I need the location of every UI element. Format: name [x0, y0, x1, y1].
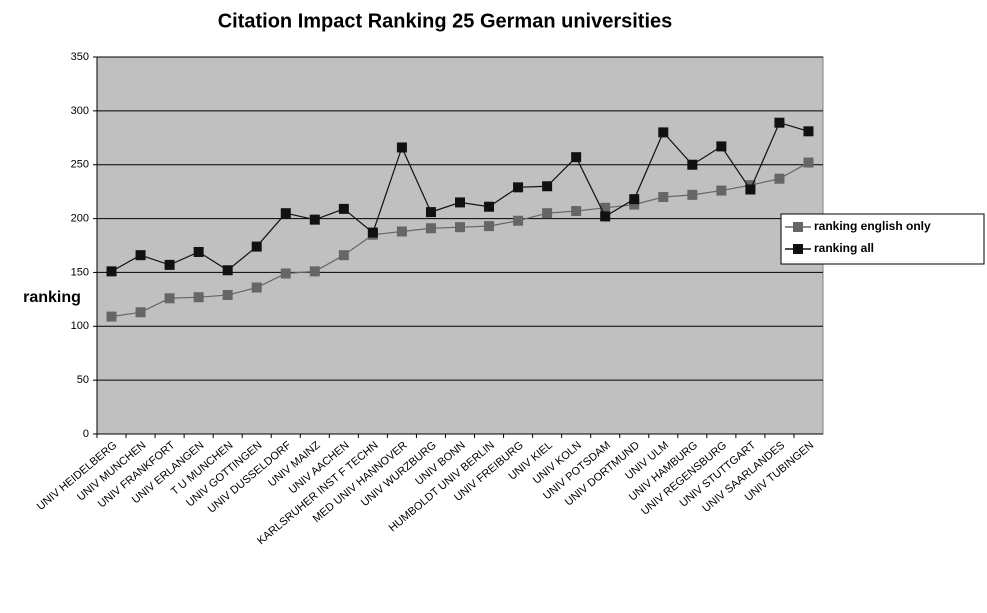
marker: [484, 201, 495, 212]
marker: [135, 307, 146, 318]
marker: [367, 227, 378, 238]
marker: [571, 152, 582, 163]
marker: [658, 192, 669, 203]
legend-box: [780, 213, 985, 265]
chart-title: Citation Impact Ranking 25 German univer…: [218, 10, 673, 32]
marker: [135, 250, 146, 261]
marker: [251, 241, 262, 252]
marker: [455, 197, 465, 208]
marker: [106, 311, 117, 322]
legend-marker: [793, 222, 803, 232]
marker: [542, 181, 553, 192]
marker: [542, 208, 553, 219]
marker: [280, 268, 291, 279]
marker: [803, 157, 814, 168]
marker: [687, 159, 698, 170]
marker: [600, 211, 611, 222]
marker: [745, 184, 756, 195]
marker: [658, 127, 669, 138]
marker: [629, 199, 640, 210]
legend-marker: [793, 244, 803, 254]
y-tick-label: 350: [71, 51, 89, 63]
y-tick-label: 250: [71, 159, 89, 171]
y-tick-label: 0: [83, 428, 89, 440]
marker: [338, 250, 349, 261]
marker: [425, 207, 436, 218]
marker: [455, 222, 465, 233]
marker: [338, 203, 349, 214]
legend-label: ranking all: [814, 241, 874, 255]
marker: [164, 293, 175, 304]
y-tick-label: 300: [71, 105, 89, 117]
marker: [106, 266, 117, 277]
marker: [716, 185, 727, 196]
y-tick-label: 100: [71, 320, 89, 332]
marker: [484, 221, 495, 232]
marker: [774, 117, 785, 128]
y-tick-label: 200: [71, 212, 89, 224]
marker: [280, 208, 291, 219]
marker: [629, 194, 640, 205]
plot-area: [96, 56, 824, 435]
marker: [222, 265, 233, 276]
y-axis-label: ranking: [23, 289, 81, 306]
marker: [193, 292, 204, 303]
marker: [396, 226, 407, 237]
legend-label: ranking english only: [814, 219, 931, 233]
marker: [193, 246, 204, 257]
marker: [803, 126, 814, 137]
marker: [600, 202, 611, 213]
marker: [164, 259, 175, 270]
marker: [571, 206, 582, 217]
y-tick-label: 50: [77, 374, 89, 386]
marker: [687, 189, 698, 200]
marker: [251, 282, 262, 293]
marker: [309, 214, 320, 225]
marker: [716, 141, 727, 152]
marker: [222, 290, 233, 301]
marker: [425, 223, 436, 234]
y-tick-label: 150: [71, 266, 89, 278]
marker: [396, 142, 407, 153]
marker: [513, 182, 524, 193]
marker: [309, 266, 320, 277]
marker: [774, 173, 785, 184]
marker: [513, 215, 524, 226]
